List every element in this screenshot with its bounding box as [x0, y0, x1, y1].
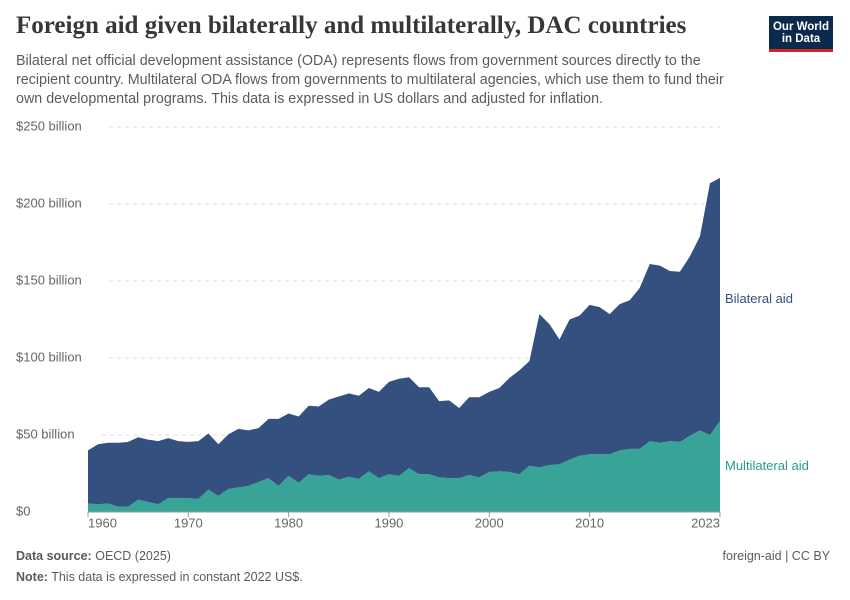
- x-tick-label: 2010: [575, 515, 604, 530]
- source: Data source: OECD (2025): [16, 549, 171, 563]
- x-tick-label: 1990: [374, 515, 403, 530]
- x-tick-label: 1980: [274, 515, 303, 530]
- license[interactable]: foreign-aid | CC BY: [722, 549, 830, 563]
- legend-label: Multilateral aid: [725, 458, 809, 473]
- x-tick-label: 2023: [691, 515, 720, 530]
- note-label: Note:: [16, 570, 48, 584]
- area: [88, 177, 720, 507]
- y-tick-label: $250 billion: [16, 118, 82, 133]
- logo-text: Our World: [772, 21, 829, 33]
- area: [88, 421, 720, 512]
- y-tick-label: $100 billion: [16, 349, 82, 364]
- x-tick-label: 2000: [475, 515, 504, 530]
- source-text: OECD (2025): [95, 549, 171, 563]
- logo-text: in Data: [781, 33, 821, 45]
- chart-title: Foreign aid given bilaterally and multil…: [16, 12, 687, 39]
- logo[interactable]: Our World in Data: [769, 16, 833, 52]
- chart-subtitle: Bilateral net official development assis…: [16, 53, 724, 107]
- x-tick-label: 1970: [174, 515, 203, 530]
- y-tick-label: $200 billion: [16, 195, 82, 210]
- y-tick-label: $50 billion: [16, 426, 75, 441]
- source-label: Data source:: [16, 549, 92, 563]
- legend-label: Bilateral aid: [725, 291, 793, 306]
- note-text: This data is expressed in constant 2022 …: [51, 570, 303, 584]
- x-tick-label: 1960: [88, 515, 117, 530]
- note: Note: This data is expressed in constant…: [16, 570, 303, 584]
- y-tick-label: $150 billion: [16, 272, 82, 287]
- y-tick-label: $0: [16, 503, 30, 518]
